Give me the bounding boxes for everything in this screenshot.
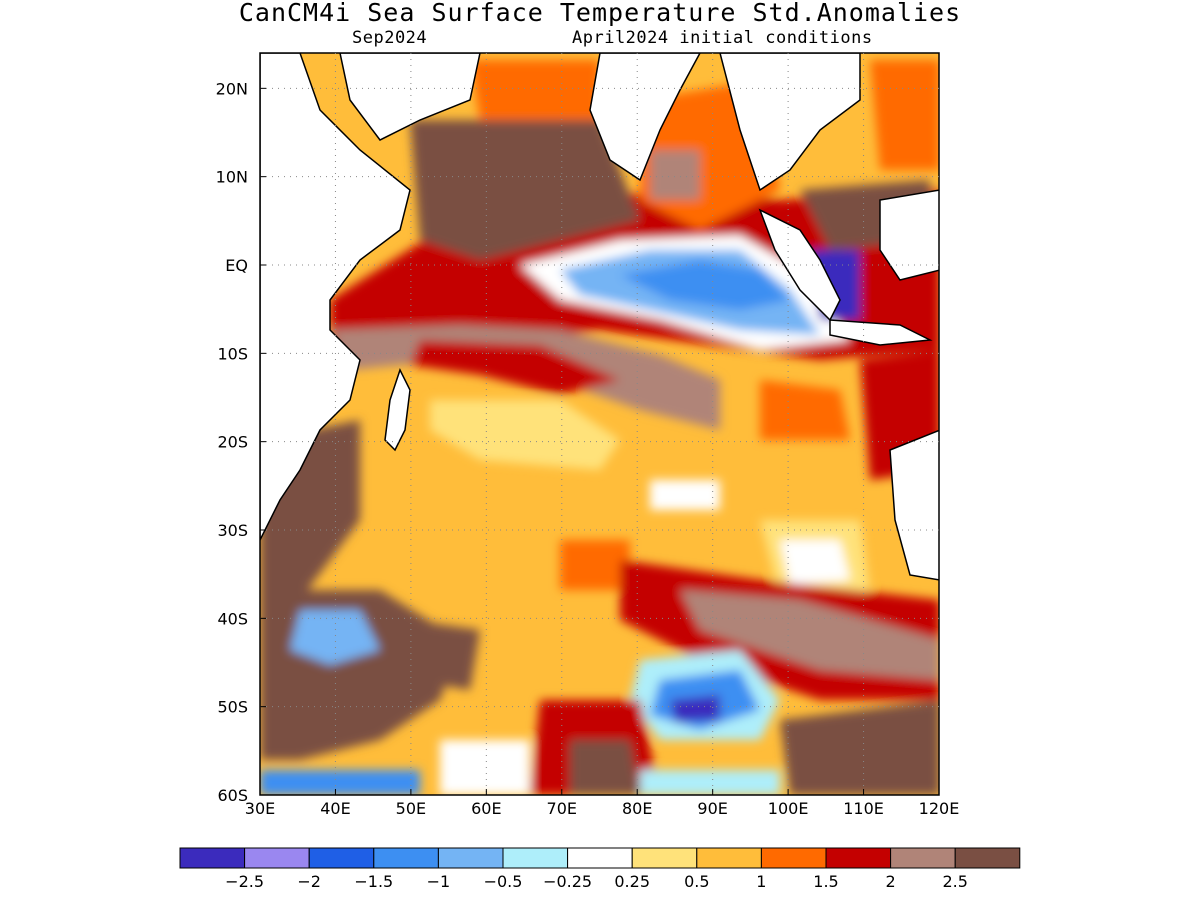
lat-tick-label: 60S	[217, 786, 248, 805]
borneo-land	[879, 189, 939, 281]
australia-land	[889, 429, 939, 581]
lon-tick-label: 70E	[547, 799, 577, 818]
lon-tick-label: 60E	[471, 799, 501, 818]
colorbar-label: 2	[886, 872, 896, 891]
madagascar-land	[384, 368, 411, 452]
lon-tick-label: 90E	[697, 799, 727, 818]
java-land	[829, 319, 933, 346]
lon-tick-label: 100E	[768, 799, 809, 818]
lon-tick-label: 110E	[843, 799, 884, 818]
arabia-land	[339, 53, 481, 141]
colorbar-label: 2.5	[942, 872, 967, 891]
land-masses	[260, 53, 939, 581]
colorbar-label: 0.25	[614, 872, 650, 891]
color-scale-bar: −2.5 −2 −1.5 −1 −0.5 −0.25 0.25 0.5 1 1.5 2 2.5	[179, 847, 1021, 891]
colorbar-swatch	[760, 847, 827, 869]
lon-tick-label: 40E	[320, 799, 350, 818]
lat-tick-label: EQ	[225, 256, 248, 275]
colorbar-swatch	[631, 847, 698, 869]
lon-tick-label: 120E	[919, 799, 960, 818]
colorbar-label: 1	[756, 872, 766, 891]
colorbar-label: −1.5	[354, 872, 393, 891]
india-land	[589, 53, 701, 182]
colorbar-swatch	[890, 847, 956, 869]
lon-tick-label: 30E	[245, 799, 275, 818]
colorbar-swatch	[308, 847, 375, 869]
colorbar-swatch	[696, 847, 762, 869]
forecast-month: Sep2024	[352, 28, 428, 48]
lat-tick-label: 30S	[217, 521, 248, 540]
lon-tick-label: 50E	[396, 799, 426, 818]
colorbar-label: −2	[297, 872, 321, 891]
colorbar-swatch	[502, 847, 569, 869]
colorbar-label: −0.5	[484, 872, 523, 891]
colorbar-swatch	[954, 847, 1021, 869]
colorbar-swatch	[825, 847, 892, 869]
lat-tick-label: 10N	[216, 168, 248, 187]
colorbar-label: 1.5	[813, 872, 838, 891]
colorbar-swatch	[244, 847, 310, 869]
longitude-axis: 30E 40E 50E 60E 70E 80E 90E 100E 110E 120E	[245, 789, 960, 818]
lat-tick-label: 20N	[216, 79, 248, 98]
colorbar-label: −1	[427, 872, 451, 891]
latitude-axis: 20N 10N EQ 10S 20S 30S 40S 50S 60S	[216, 79, 266, 805]
colorbar-label: 0.5	[684, 872, 709, 891]
anomaly-field	[260, 53, 939, 795]
colorbar-label: −2.5	[225, 872, 264, 891]
initial-conditions-label: April2024 initial conditions	[572, 28, 873, 48]
lat-tick-label: 20S	[217, 433, 248, 452]
lat-tick-label: 40S	[217, 609, 248, 628]
colorbar-swatch	[179, 847, 246, 869]
indochina-land	[719, 53, 861, 192]
colorbar-swatch	[373, 847, 439, 869]
gridlines	[260, 53, 939, 795]
plot-frame	[259, 52, 940, 796]
lat-tick-label: 50S	[217, 698, 248, 717]
colorbar-swatch	[437, 847, 504, 869]
lat-tick-label: 10S	[217, 344, 248, 363]
lon-tick-label: 80E	[622, 799, 652, 818]
map-title: CanCM4i Sea Surface Temperature Std.Anom…	[238, 0, 962, 27]
colorbar-label: −0.25	[543, 872, 592, 891]
colorbar-swatch	[567, 847, 633, 869]
africa-land	[260, 53, 411, 541]
